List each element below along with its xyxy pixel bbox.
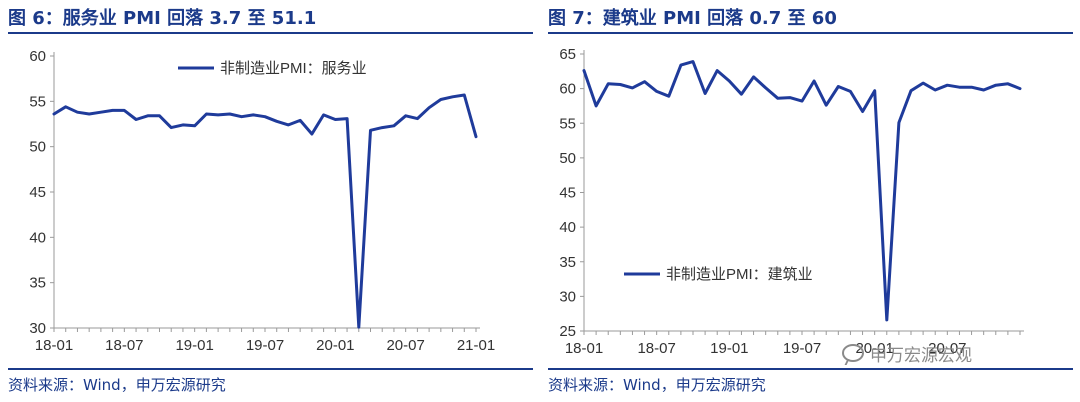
wechat-icon [842,344,864,362]
chart-title: 图 7：建筑业 PMI 回落 0.7 至 60 [548,8,837,29]
source-divider [8,368,533,370]
series-line [582,60,1022,322]
x-tick-label: 19-01 [710,340,748,357]
source-divider [548,368,1073,370]
title-divider [8,32,533,34]
title-divider [548,32,1073,34]
x-tick-label: 20-07 [386,337,424,354]
y-tick-label: 30 [29,320,46,337]
y-tick-label: 50 [29,139,46,156]
source-note: 资料来源：Wind，申万宏源研究 [548,376,766,394]
y-tick-label: 45 [559,185,576,202]
x-tick-label: 18-07 [637,340,675,357]
y-tick-label: 25 [559,323,576,340]
y-tick-label: 60 [29,48,46,65]
watermark-text: 申万宏源宏观 [870,345,972,366]
y-tick-label: 60 [559,81,576,98]
x-tick-label: 20-07 [928,340,966,357]
y-tick-label: 55 [29,93,46,110]
x-tick-label: 19-07 [783,340,821,357]
x-tick-label: 18-01 [565,340,603,357]
y-tick-label: 30 [559,288,576,305]
y-tick-label: 55 [559,115,576,132]
y-tick-label: 45 [29,184,46,201]
x-tick-label: 18-01 [35,337,73,354]
x-tick-label: 20-01 [855,340,893,357]
chart-panel-services: 图 6：服务业 PMI 回落 3.7 至 51.1 30 35 40 45 50 55 60… [8,0,538,402]
source-note: 资料来源：Wind，申万宏源研究 [8,376,226,394]
y-tick-label: 50 [559,150,576,167]
y-tick-label: 35 [29,275,46,292]
series-line [52,93,478,329]
x-tick-label: 19-07 [246,337,284,354]
chart-title: 图 6：服务业 PMI 回落 3.7 至 51.1 [8,8,317,29]
y-tick-label: 40 [559,219,576,236]
y-tick-label: 35 [559,254,576,271]
legend-label: 非制造业PMI：建筑业 [666,266,813,283]
services-pmi-chart: 30 35 40 45 50 55 60 18-01 18-07 19-01 19-07 20-01 2… [29,48,495,354]
construction-pmi-chart: 25 30 35 40 45 50 55 60 65 18-01 18-07 19-01 19-07 20… [559,46,1024,357]
x-tick-label: 18-07 [105,337,143,354]
x-tick-label: 19-01 [175,337,213,354]
y-tick-label: 65 [559,46,576,63]
x-tick-label: 20-01 [316,337,354,354]
watermark: 申万宏源宏观 [842,342,972,366]
chart-panel-construction: 图 7：建筑业 PMI 回落 0.7 至 60 25 30 35 40 45 50 55 60… [548,0,1078,402]
y-tick-label: 40 [29,229,46,246]
x-tick-label: 21-01 [457,337,495,354]
legend-label: 非制造业PMI：服务业 [220,60,367,77]
